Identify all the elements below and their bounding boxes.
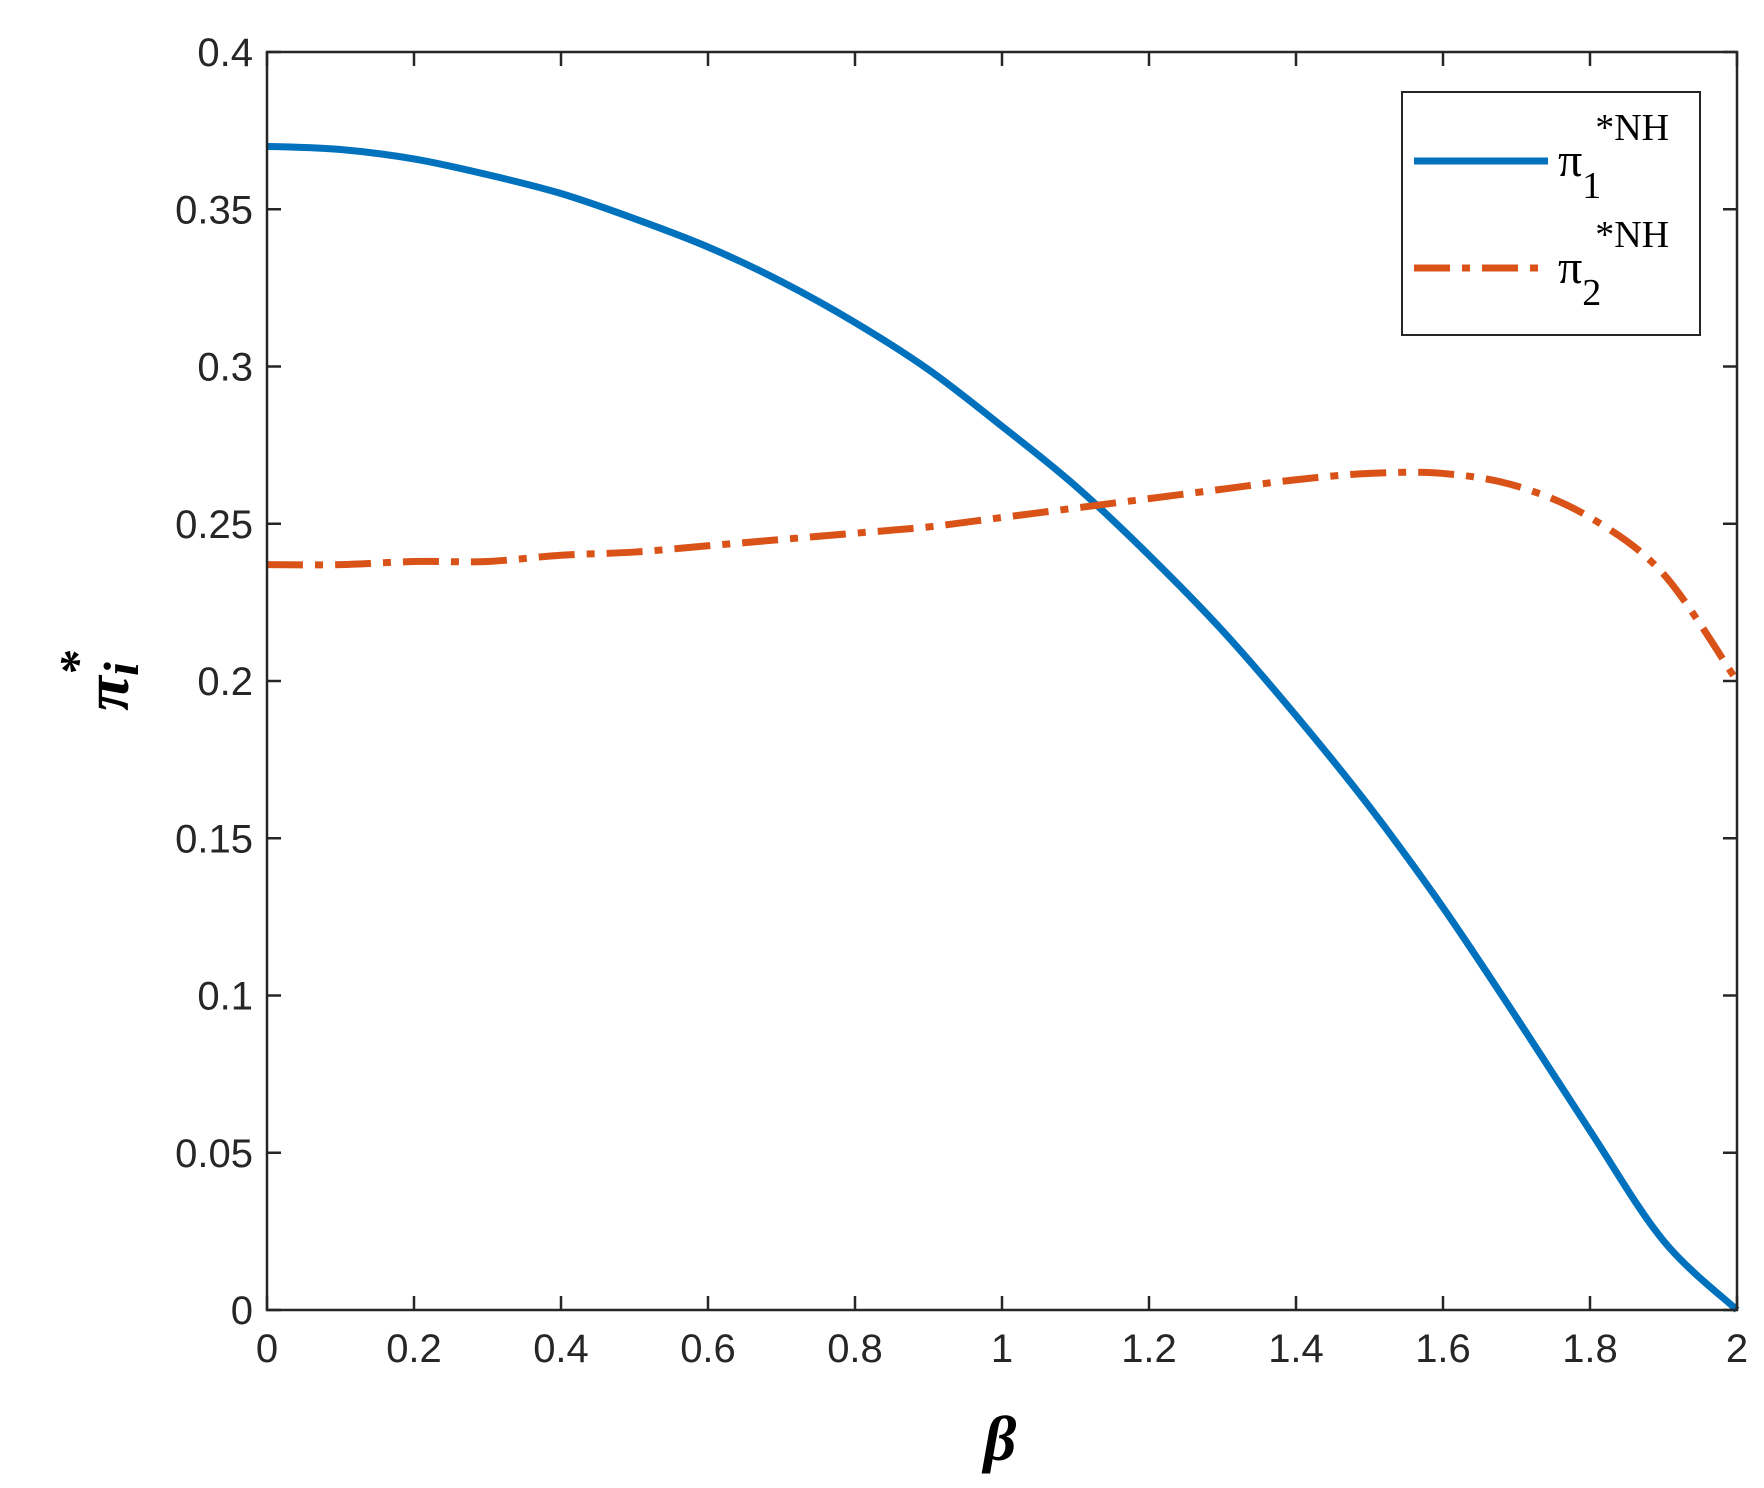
x-tick-label: 0.2	[386, 1327, 442, 1371]
svg-text:πi*: πi*	[49, 650, 149, 711]
legend-pi1-subscript: 1	[1582, 165, 1601, 207]
x-tick-label: 0.4	[533, 1327, 589, 1371]
x-tick-label: 1.8	[1562, 1327, 1618, 1371]
legend-pi2-base: π	[1558, 241, 1582, 294]
series-line-pi2	[266, 468, 1740, 683]
x-tick-label: 0.8	[827, 1327, 883, 1371]
y-axis-title-superscript: *	[49, 650, 105, 676]
legend-pi1-superscript: *NH	[1595, 107, 1669, 149]
y-tick-label: 0.1	[197, 975, 253, 1019]
y-tick-label: 0.25	[175, 503, 253, 547]
x-tick-label: 1.6	[1415, 1327, 1471, 1371]
legend-label-pi1: π1 *NH	[1558, 107, 1669, 207]
legend-pi2-subscript: 2	[1582, 272, 1601, 314]
y-tick-labels: 0 0.05 0.1 0.15 0.2 0.25 0.3 0.35 0.4	[175, 31, 253, 1333]
y-tick-label: 0.35	[175, 188, 253, 232]
y-tick-label: 0.2	[197, 660, 253, 704]
y-tick-label: 0.4	[197, 31, 253, 75]
y-axis-title-subscript: i	[93, 662, 149, 676]
x-tick-label: 1.4	[1268, 1327, 1324, 1371]
legend-label-pi2: π2 *NH	[1558, 214, 1669, 314]
y-tick-label: 0.15	[175, 817, 253, 861]
x-tick-label: 1	[991, 1327, 1013, 1371]
x-tick-label: 2	[1726, 1327, 1748, 1371]
legend-pi1-base: π	[1558, 134, 1582, 187]
x-tick-label: 0.6	[680, 1327, 736, 1371]
series-line-pi1	[266, 142, 1740, 1313]
y-axis-title-base: π	[71, 674, 142, 711]
y-tick-label: 0.3	[197, 346, 253, 390]
x-tick-label: 1.2	[1121, 1327, 1177, 1371]
legend-box	[1401, 91, 1701, 336]
y-axis-title: πi*	[49, 650, 149, 711]
y-tick-label: 0.05	[175, 1132, 253, 1176]
legend: π1*NH π2*NH	[1401, 91, 1701, 336]
plot-frame	[265, 50, 1739, 1312]
series-layer	[266, 142, 1740, 1313]
x-tick-labels: 0 0.2 0.4 0.6 0.8 1 1.2 1.4 1.6 1.8 2	[256, 1327, 1748, 1371]
y-tick-label: 0	[231, 1289, 253, 1333]
x-tick-label: 0	[256, 1327, 278, 1371]
legend-pi2-superscript: *NH	[1595, 214, 1669, 256]
x-axis-title: β	[982, 1403, 1017, 1474]
